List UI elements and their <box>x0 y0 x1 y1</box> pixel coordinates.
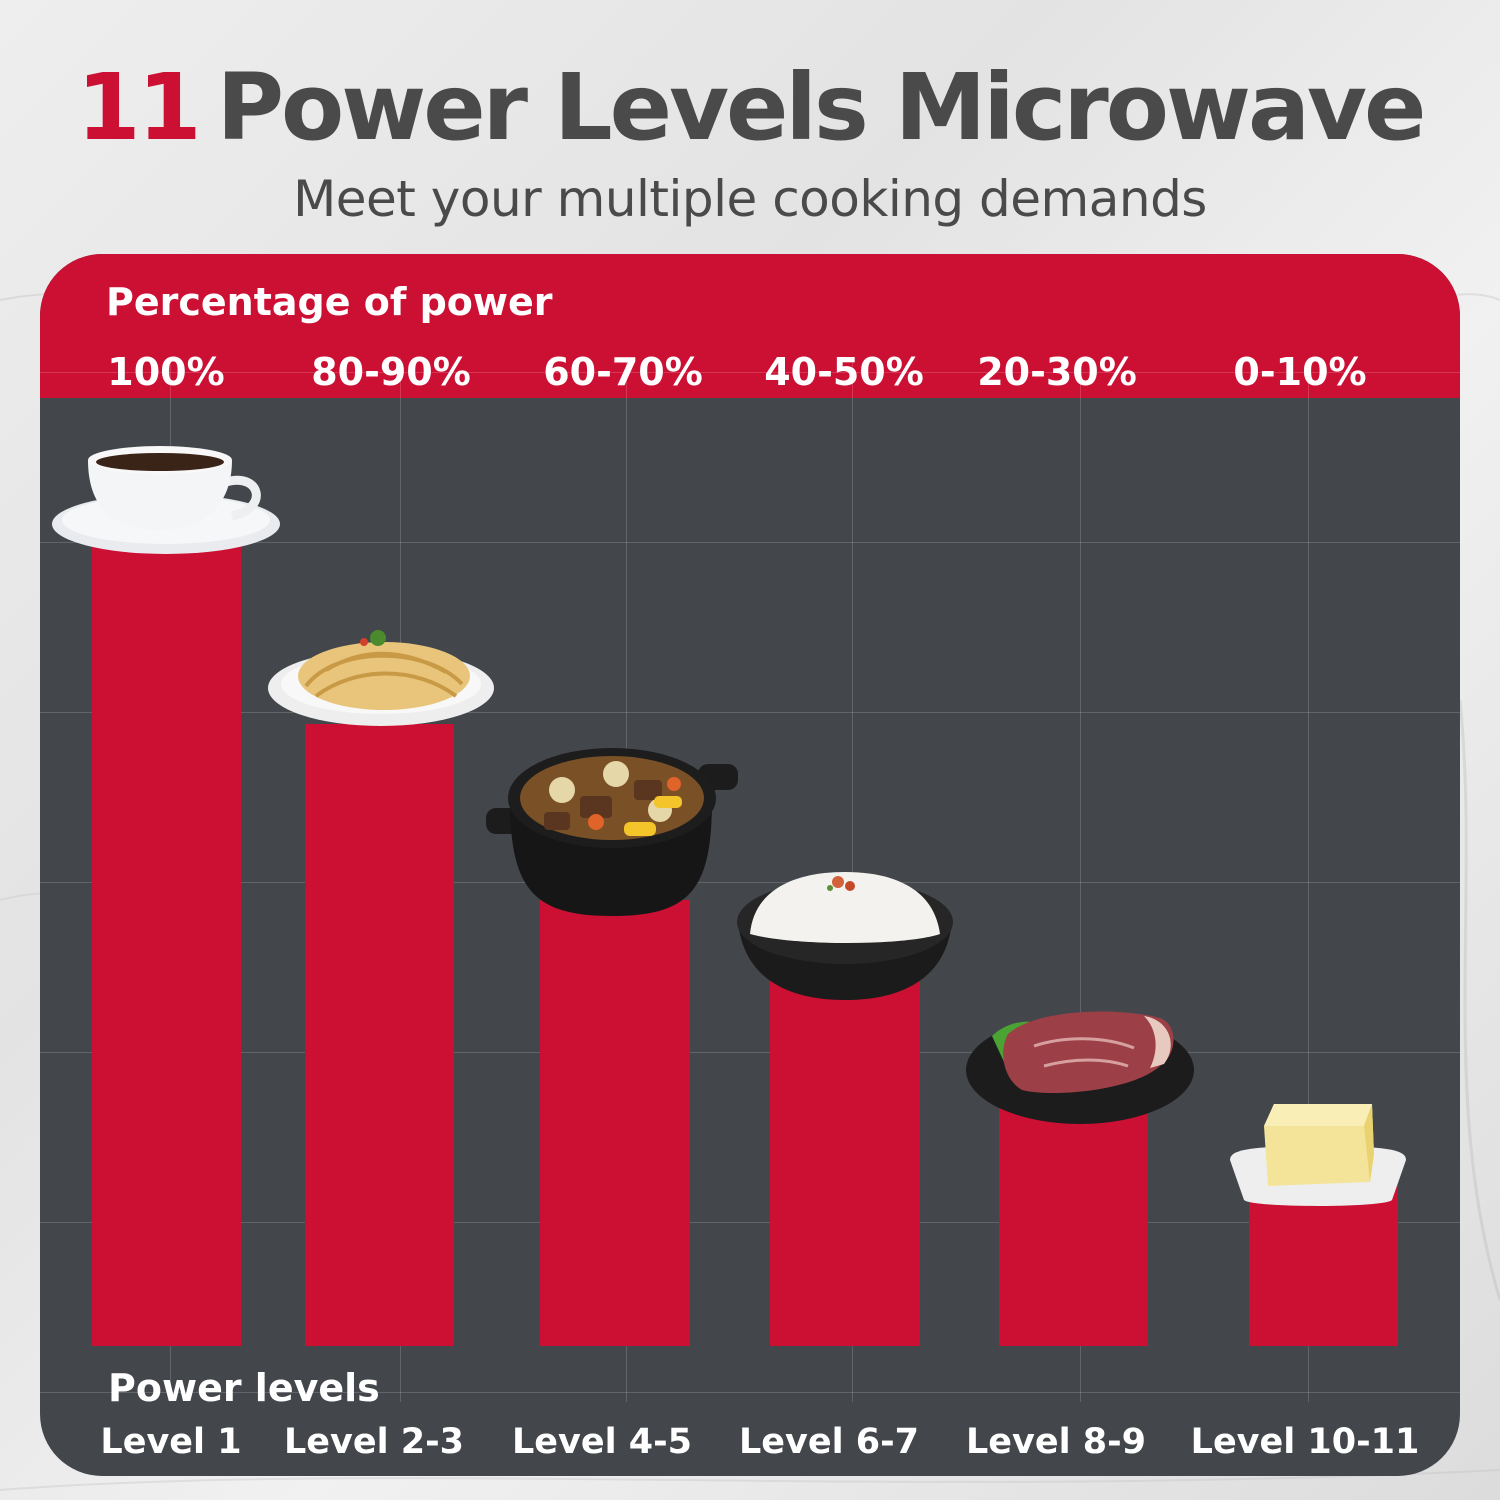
level-label: Level 4-5 <box>511 1422 693 1462</box>
coffee-cup-icon <box>52 446 280 554</box>
page-subtitle: Meet your multiple cooking demands <box>293 170 1207 228</box>
x-axis-label: Power levels <box>108 1366 380 1410</box>
bar-level-4-5 <box>540 900 690 1346</box>
butter-dish-icon <box>1230 1104 1406 1206</box>
grid-line <box>40 1392 1460 1393</box>
steak-plate-icon <box>966 1011 1194 1124</box>
bar-level-6-7 <box>770 976 920 1346</box>
grid-line <box>40 712 1460 713</box>
level-label: Level 8-9 <box>965 1422 1147 1462</box>
chart-panel: Percentage of power 100% 80-90% 60-70% 4… <box>40 254 1460 1476</box>
bar-level-8-9 <box>999 1102 1148 1346</box>
grid-line <box>40 882 1460 883</box>
bar-level-2-3 <box>305 724 454 1346</box>
grid-line <box>40 542 1460 543</box>
title-text: Power Levels Microwave <box>216 54 1427 161</box>
rice-bowl-icon <box>737 872 953 1000</box>
grid-line <box>40 372 1460 373</box>
y-axis-label: Percentage of power <box>106 280 553 324</box>
level-label: Level 2-3 <box>283 1422 465 1462</box>
grid-line <box>1308 358 1309 1402</box>
spaghetti-plate-icon <box>268 630 494 726</box>
level-label: Level 1 <box>100 1422 242 1462</box>
grid-line <box>1080 358 1081 1402</box>
stew-pot-icon <box>486 748 738 916</box>
level-label: Level 10-11 <box>1190 1422 1420 1462</box>
percentage-label: 80-90% <box>311 350 471 394</box>
percentage-label: 0-10% <box>1233 350 1367 394</box>
page-title: 11 Power Levels Microwave <box>0 62 1500 154</box>
bar-level-1 <box>92 546 241 1346</box>
grid-line <box>40 1222 1460 1223</box>
percentage-label: 60-70% <box>543 350 703 394</box>
grid-line <box>40 1052 1460 1053</box>
title-number: 11 <box>76 54 202 161</box>
percentage-label: 20-30% <box>977 350 1137 394</box>
level-label: Level 6-7 <box>738 1422 920 1462</box>
chart-header-band <box>40 254 1460 398</box>
percentage-label: 40-50% <box>764 350 924 394</box>
percentage-label: 100% <box>107 350 225 394</box>
